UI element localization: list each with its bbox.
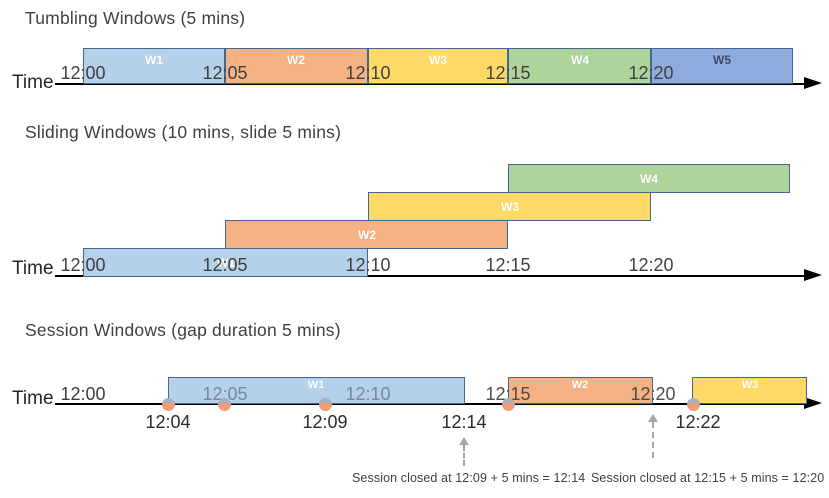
sliding-w1-label: W1 — [217, 256, 235, 270]
sliding-timeline — [55, 275, 805, 277]
sliding-w4-label: W4 — [640, 172, 658, 186]
session-w1-label: W1 — [307, 379, 325, 391]
sliding-tick-1215: 12:15 — [485, 255, 531, 275]
session-window-w3 — [692, 377, 807, 404]
tumbling-section-title: Tumbling Windows (5 mins) — [25, 8, 246, 28]
tumbling-window-w3 — [368, 48, 508, 84]
tumbling-w3-label: W3 — [429, 53, 447, 67]
event-dot-1206 — [218, 398, 231, 411]
tumbling-tick-1210: 12:10 — [345, 63, 391, 83]
event-dot-1215 — [502, 398, 515, 411]
session-tick-1220: 12:20 — [630, 384, 676, 404]
session1-close-arrow-tip-icon — [459, 437, 469, 445]
tumbling-tick-1200: 12:00 — [60, 63, 106, 83]
session-tick-1210: 12:10 — [345, 384, 391, 404]
session-tick-1200: 12:00 — [60, 384, 106, 404]
tumbling-time-label: Time — [12, 72, 54, 93]
session-tick-1215: 12:15 — [485, 384, 531, 404]
session-window-w1 — [168, 377, 465, 404]
event-dot-1204 — [162, 398, 175, 411]
sliding-w2-label: W2 — [358, 228, 376, 242]
session-w2-label: W2 — [571, 379, 589, 391]
event-label-1204: 12:04 — [145, 412, 191, 432]
sliding-tick-1200: 12:00 — [60, 255, 106, 275]
tumbling-window-w4 — [508, 48, 651, 84]
session-tick-1205: 12:05 — [202, 384, 248, 404]
event-label-1214: 12:14 — [441, 412, 487, 432]
session1-close-annotation: Session closed at 12:09 + 5 mins = 12:14 — [352, 471, 586, 485]
sliding-section-title: Sliding Windows (10 mins, slide 5 mins) — [25, 122, 342, 142]
session2-close-annotation: Session closed at 12:15 + 5 mins = 12:20 — [591, 471, 825, 485]
tumbling-tick-1205: 12:05 — [202, 63, 248, 83]
tumbling-tick-1220: 12:20 — [628, 63, 674, 83]
session1-close-arrow — [463, 445, 465, 466]
tumbling-w2-label: W2 — [287, 53, 305, 67]
sliding-tick-1220: 12:20 — [628, 255, 674, 275]
tumbling-window-w1 — [83, 48, 225, 84]
tumbling-w1-label: W1 — [145, 53, 163, 67]
tumbling-w4-label: W4 — [571, 53, 589, 67]
session-w3-label: W3 — [741, 379, 759, 391]
sliding-tick-1210: 12:10 — [345, 255, 391, 275]
event-dot-1221 — [687, 398, 700, 411]
sliding-window-w3 — [368, 192, 651, 221]
session2-close-arrow-tip-icon — [648, 414, 658, 422]
session-window-w2 — [508, 377, 653, 404]
sliding-window-w1 — [83, 248, 368, 277]
tumbling-window-w2 — [225, 48, 368, 84]
event-dot-1209 — [319, 398, 332, 411]
sliding-time-label: Time — [12, 258, 54, 279]
session-timeline — [55, 403, 805, 405]
sliding-w3-label: W3 — [501, 200, 519, 214]
tumbling-w5-label: W5 — [713, 53, 731, 67]
tumbling-timeline-arrowhead-icon — [804, 77, 822, 89]
sliding-timeline-arrowhead-icon — [804, 269, 822, 281]
event-label-1222: 12:22 — [675, 412, 721, 432]
session-timeline-arrowhead-icon — [804, 397, 822, 409]
session2-close-arrow — [652, 422, 654, 458]
session-section-title: Session Windows (gap duration 5 mins) — [25, 320, 341, 340]
tumbling-window-w5 — [651, 48, 793, 84]
session-time-label: Time — [12, 388, 54, 409]
event-label-1209: 12:09 — [302, 412, 348, 432]
tumbling-timeline — [55, 83, 805, 85]
tumbling-tick-1215: 12:15 — [485, 63, 531, 83]
sliding-tick-1205: 12:05 — [202, 255, 248, 275]
